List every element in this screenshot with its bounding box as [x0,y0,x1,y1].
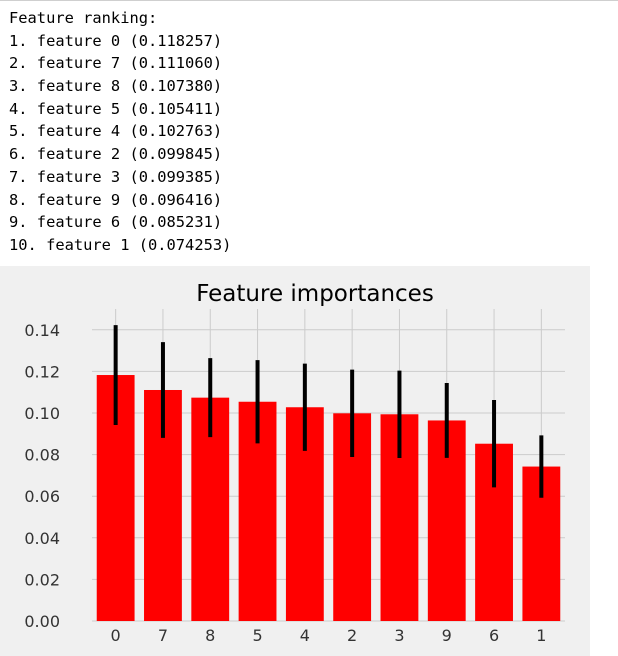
x-tick-label: 7 [158,626,168,645]
chart-error-bars [113,325,544,498]
ranking-line-4: 4. feature 5 (0.105411) [9,99,223,118]
ranking-line-10: 10. feature 1 (0.074253) [9,235,232,254]
ranking-line-7: 7. feature 3 (0.099385) [9,167,223,186]
x-tick-label: 8 [205,626,215,645]
x-tick-label: 4 [300,626,310,645]
y-tick-label: 0.02 [24,570,60,589]
chart-title: Feature importances [196,281,434,307]
ranking-header: Feature ranking: [9,9,158,27]
y-tick-label: 0.14 [24,321,60,340]
cell-top-divider [0,0,618,1]
x-tick-label: 6 [489,626,499,645]
y-tick-label: 0.04 [24,529,60,548]
feature-ranking-output: Feature ranking: 1. feature 0 (0.118257) 2… [9,7,231,257]
ranking-line-3: 3. feature 8 (0.107380) [9,77,223,96]
ranking-line-9: 9. feature 6 (0.085231) [9,213,223,232]
x-tick-label: 9 [442,626,452,645]
ranking-line-8: 8. feature 9 (0.096416) [9,190,223,209]
chart-bars [96,375,561,621]
y-tick-label: 0.12 [24,362,60,381]
x-tick-label: 2 [347,626,357,645]
x-axis-tick-labels: 0 7 8 5 4 2 3 9 6 1 [111,626,547,645]
feature-importances-chart: 0.00 0.02 0.04 0.06 0.08 0.10 0.12 0.14 0 7 8 5 4 2 3… [0,266,590,656]
ranking-line-1: 1. feature 0 (0.118257) [9,31,223,50]
x-tick-label: 5 [252,626,262,645]
x-tick-label: 0 [111,626,121,645]
y-axis-tick-labels: 0.00 0.02 0.04 0.06 0.08 0.10 0.12 0.14 [24,321,60,631]
x-tick-label: 3 [394,626,404,645]
y-tick-label: 0.00 [24,612,60,631]
ranking-line-2: 2. feature 7 (0.111060) [9,54,223,73]
ranking-line-6: 6. feature 2 (0.099845) [9,145,223,164]
x-tick-label: 1 [536,626,546,645]
ranking-line-5: 5. feature 4 (0.102763) [9,122,223,141]
y-tick-label: 0.10 [24,404,60,423]
y-tick-label: 0.06 [24,487,60,506]
y-tick-label: 0.08 [24,446,60,465]
